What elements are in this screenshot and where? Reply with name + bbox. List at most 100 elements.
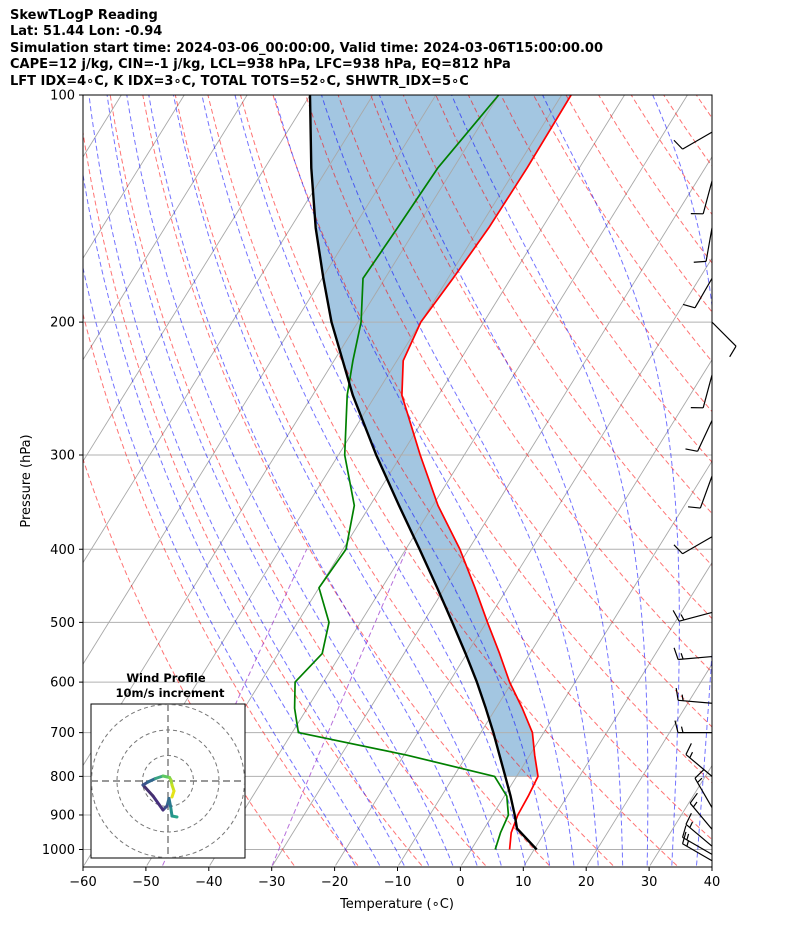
wind-barb xyxy=(693,227,713,263)
hodograph-subtitle: 10m/s increment xyxy=(116,686,225,700)
dry-adiabat-line xyxy=(565,95,712,313)
dry-adiabat-line xyxy=(533,95,712,363)
y-tick-label: 500 xyxy=(50,616,75,631)
moist-adiabat-line xyxy=(106,95,430,866)
y-tick-label: 800 xyxy=(50,770,75,785)
indices-line-1: CAPE=12 j/kg, CIN=-1 j/kg, LCL=938 hPa, … xyxy=(10,57,511,73)
isotherm-line xyxy=(776,95,794,865)
isotherm-line xyxy=(272,155,712,866)
x-tick-label: −60 xyxy=(69,875,96,890)
dry-adiabat-line xyxy=(630,95,712,216)
wind-barb xyxy=(681,825,713,855)
dry-adiabat-line xyxy=(500,95,712,413)
dry-adiabat-line xyxy=(109,95,486,866)
wind-barb xyxy=(711,321,737,358)
wind-barb xyxy=(672,610,713,622)
wind-barb xyxy=(688,475,713,509)
dry-adiabat-line xyxy=(207,95,678,866)
dry-adiabat-line xyxy=(435,95,712,515)
simulation-times: Simulation start time: 2024-03-06_00:00:… xyxy=(10,40,603,56)
x-tick-label: −30 xyxy=(258,875,285,890)
wind-barb xyxy=(685,812,713,847)
x-axis-label: Temperature (∘C) xyxy=(339,897,454,912)
moist-adiabat-line xyxy=(173,95,502,866)
moist-adiabat-line xyxy=(201,95,526,866)
hodograph-segment xyxy=(141,783,155,798)
y-tick-label: 300 xyxy=(50,448,75,463)
wind-barb xyxy=(675,687,713,704)
x-tick-label: 40 xyxy=(704,875,721,890)
y-tick-label: 200 xyxy=(50,316,75,331)
dry-adiabat-line xyxy=(729,95,794,866)
y-tick-label: 1000 xyxy=(42,843,75,858)
wind-barb xyxy=(694,769,713,808)
wind-barb xyxy=(685,420,713,452)
chart-header: SkewTLogP Reading Lat: 51.44 Lon: -0.94 … xyxy=(10,8,603,90)
isotherm-line xyxy=(83,95,185,260)
indices-line-2: LFT IDX=4∘C, K IDX=3∘C, TOTAL TOTS=52∘C,… xyxy=(10,73,469,89)
moist-adiabat-line xyxy=(273,95,575,866)
mixing-ratio-line xyxy=(271,549,408,866)
x-tick-label: 30 xyxy=(641,875,658,890)
hodograph-segment xyxy=(151,794,165,812)
temperature-line xyxy=(401,95,572,850)
dry-adiabat-line xyxy=(402,95,712,567)
y-tick-label: 400 xyxy=(50,543,75,558)
isotherm-line xyxy=(713,95,794,865)
wind-barb xyxy=(690,374,713,409)
cape-shading xyxy=(310,95,572,777)
wind-barb xyxy=(674,720,712,734)
moist-adiabat-line xyxy=(378,95,624,866)
parcel-line xyxy=(308,95,538,851)
dry-adiabat-line xyxy=(272,95,712,784)
isotherm-line xyxy=(460,460,712,866)
dry-adiabat-line xyxy=(142,95,550,866)
hodograph-title: Wind Profile xyxy=(126,671,206,685)
dry-adiabat-line xyxy=(337,95,712,673)
isotherm-line xyxy=(209,95,688,866)
isotherm-line xyxy=(649,764,712,866)
dry-adiabat-line xyxy=(305,95,712,728)
isotherm-line xyxy=(83,95,311,463)
dry-adiabat-line xyxy=(83,312,359,866)
isotherm-line xyxy=(523,561,712,866)
wind-barb xyxy=(690,180,713,215)
dry-adiabat-line xyxy=(598,95,712,264)
dry-adiabat-line xyxy=(240,95,712,841)
moist-adiabat-line xyxy=(542,95,680,866)
wind-barb xyxy=(685,743,713,777)
x-tick-label: −50 xyxy=(132,875,159,890)
moist-adiabat-line xyxy=(88,95,405,866)
isotherm-line xyxy=(335,257,712,866)
wind-barb xyxy=(689,792,713,830)
dry-adiabat-line xyxy=(370,95,712,620)
wind-barb xyxy=(673,647,713,661)
dry-adiabat-line xyxy=(761,95,794,866)
y-axis-label: Pressure (hPa) xyxy=(19,434,34,527)
wind-barb xyxy=(682,278,713,309)
x-tick-label: 20 xyxy=(578,875,595,890)
moist-adiabat-line xyxy=(126,95,454,866)
dry-adiabat-line xyxy=(174,95,614,866)
dry-adiabat-line xyxy=(83,457,295,866)
isotherm-line xyxy=(83,95,437,665)
moist-adiabat-line xyxy=(451,95,649,866)
y-tick-label: 100 xyxy=(50,89,75,104)
x-tick-label: −10 xyxy=(384,875,411,890)
x-tick-label: −40 xyxy=(195,875,222,890)
chart-title: SkewTLogP Reading xyxy=(10,8,158,23)
x-tick-label: 10 xyxy=(515,875,532,890)
x-tick-label: 0 xyxy=(456,875,464,890)
y-tick-label: 600 xyxy=(50,676,75,691)
hodograph-segment xyxy=(170,789,176,799)
dry-adiabat-line xyxy=(467,95,712,463)
dewpoint-line xyxy=(293,95,510,850)
moist-adiabat-line xyxy=(652,95,712,866)
moist-adiabat-line xyxy=(321,95,599,866)
dry-adiabat-line xyxy=(83,129,423,866)
wind-barb xyxy=(673,131,713,150)
y-tick-label: 700 xyxy=(50,726,75,741)
isotherm-line xyxy=(398,358,712,866)
isotherm-line xyxy=(83,95,248,361)
